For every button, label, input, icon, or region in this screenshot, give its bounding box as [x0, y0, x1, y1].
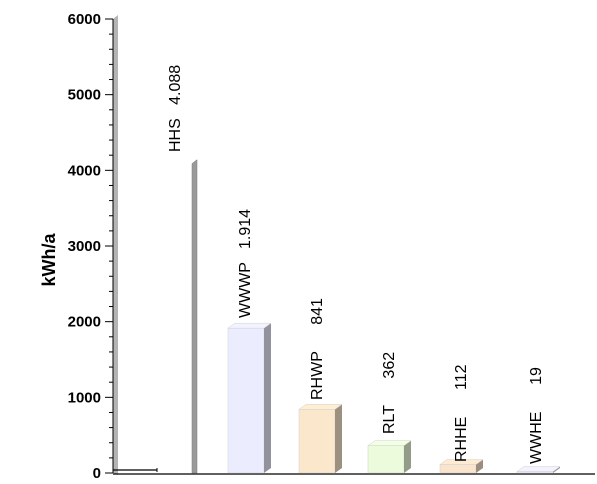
bar-rhwp-front	[298, 409, 336, 474]
y-axis-pillar	[113, 15, 118, 475]
bars	[191, 159, 561, 474]
bar-hhs	[191, 159, 198, 474]
y-tick-label: 6000	[68, 11, 101, 28]
bar-rhhe-side	[476, 459, 483, 473]
y-tick-label: 5000	[68, 87, 101, 104]
bar-rlt-front	[367, 445, 405, 474]
bar-wwwp-side	[264, 323, 271, 473]
y-axis: 0 1000 2000 3000 4000 5000 6000	[68, 11, 118, 482]
bar-wwhe-side	[553, 466, 560, 473]
y-tick-label: 1000	[68, 389, 101, 406]
y-tick-label: 2000	[68, 314, 101, 331]
y-tick-label: 3000	[68, 238, 101, 255]
bar-label-rlt: RLT 362	[381, 352, 398, 434]
bar-label-rhhe: RHHE 112	[453, 364, 470, 462]
bar-rhhe-top	[439, 459, 484, 465]
bar-label-hhs: HHS 4.088	[167, 65, 184, 152]
bar-rhwp-top	[298, 404, 343, 410]
bar-rlt-top	[367, 440, 412, 446]
bar-wwwp-top	[227, 322, 272, 329]
bar-labels: HHS 4.088 WWWP 1.914 RHWP 841 RLT 362 RHHE 1…	[167, 65, 545, 464]
bar-label-wwhe: WWHE 19	[528, 367, 545, 464]
bar-rhwp-side	[335, 404, 342, 473]
bar-wwwp-front	[227, 327, 265, 474]
bar-rlt-side	[404, 440, 411, 473]
bar-wwhe-top	[516, 466, 561, 472]
baseline	[113, 468, 595, 475]
y-tick-label: 4000	[68, 162, 101, 179]
bar-label-rhwp: RHWP 841	[309, 298, 326, 400]
y-tick-label: 0	[93, 465, 101, 482]
y-axis-title: kWh/a	[39, 233, 59, 287]
bar-rhhe-front	[439, 464, 477, 474]
bar-label-wwwp: WWWP 1.914	[237, 209, 254, 318]
